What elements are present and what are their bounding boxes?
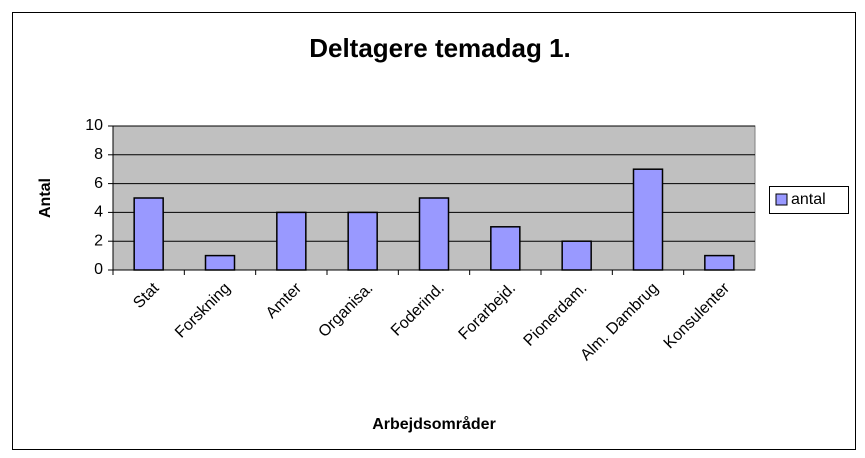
bar — [133, 197, 164, 271]
x-axis-label: Arbejdsområder — [372, 415, 496, 433]
y-axis-label: Antal — [37, 178, 54, 218]
legend-label: antal — [791, 191, 826, 208]
bar — [276, 211, 307, 271]
bar — [347, 211, 378, 271]
y-tick-label: 0 — [94, 261, 103, 278]
y-tick-label: 6 — [94, 175, 103, 192]
y-tick-label: 2 — [94, 232, 103, 249]
bar — [704, 254, 735, 271]
y-tick-label: 10 — [85, 117, 103, 134]
chart-title: Deltagere temadag 1. — [309, 33, 571, 63]
bar — [490, 226, 521, 271]
legend-swatch — [775, 193, 788, 206]
bar — [561, 240, 592, 271]
bar — [418, 197, 450, 271]
bar — [632, 168, 664, 271]
y-tick-label: 4 — [94, 204, 103, 221]
bar — [204, 254, 236, 271]
y-tick-label: 8 — [94, 146, 103, 163]
